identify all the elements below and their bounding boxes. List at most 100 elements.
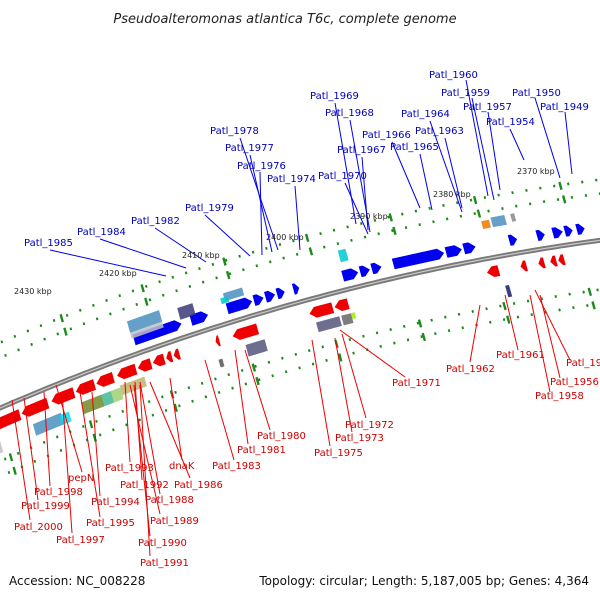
- tick-dot: [377, 232, 380, 236]
- tick-dot: [432, 220, 435, 224]
- tick-dot: [204, 395, 208, 399]
- tick-dot: [389, 328, 392, 332]
- tick-dot: [33, 459, 37, 463]
- tick-dot: [43, 337, 46, 341]
- major-tick: [561, 195, 567, 204]
- tick-dot: [542, 200, 546, 204]
- reverse-gene-arrow: [558, 254, 566, 266]
- feature-domain-box: [490, 215, 507, 228]
- tick-dot: [596, 288, 599, 292]
- tick-dot: [85, 438, 89, 442]
- forward-gene-arrow: [252, 294, 264, 306]
- tick-dot: [469, 198, 473, 202]
- tick-dot: [332, 228, 336, 232]
- tick-dot: [572, 306, 575, 310]
- forward-gene-arrow: [444, 245, 462, 258]
- reverse-gene-arrow: [173, 348, 181, 360]
- tick-dot: [447, 329, 451, 333]
- feature-domain-box: [130, 321, 164, 339]
- gene-label: Patl_1989: [150, 516, 199, 527]
- tick-dot: [16, 451, 20, 455]
- tick-dot: [198, 267, 201, 271]
- forward-gene-arrow: [507, 234, 518, 246]
- gene-label: Patl_1963: [415, 126, 464, 137]
- tick-dot: [240, 368, 244, 372]
- leader-line: [391, 141, 421, 209]
- feature-domain-box: [245, 339, 268, 357]
- feature-domain-box: [32, 412, 65, 436]
- leader-line: [334, 337, 353, 433]
- leader-line: [534, 289, 571, 361]
- gene-label: Patl_1982: [131, 216, 180, 227]
- feature-domain-box: [119, 376, 147, 396]
- leader-line: [49, 249, 167, 277]
- reverse-gene-arrow: [75, 379, 96, 395]
- tick-dot: [227, 373, 231, 377]
- gene-label: Patl_1955: [566, 358, 600, 369]
- tick-dot: [17, 348, 20, 352]
- tick-dot: [13, 334, 17, 338]
- major-tick: [392, 226, 397, 236]
- tick-dot: [278, 243, 282, 247]
- forward-gene-arrow: [462, 242, 476, 255]
- leader-line: [344, 182, 369, 235]
- forward-gene-arrow: [358, 265, 370, 278]
- label-leader-lines: [11, 79, 573, 557]
- gene-label: Patl_1974: [267, 174, 316, 185]
- feature-domain-box: [218, 358, 225, 368]
- tick-dot: [188, 284, 192, 288]
- tick-dot: [30, 342, 33, 346]
- major-tick: [140, 284, 145, 293]
- leader-line: [529, 294, 551, 393]
- feature-domain-box: [110, 387, 124, 403]
- forward-gene-arrow: [391, 248, 445, 270]
- forward-gene-arrow: [132, 320, 182, 346]
- tick-dot: [322, 245, 326, 249]
- tick-dot: [457, 312, 461, 316]
- tick-dot: [387, 215, 390, 219]
- tick-dot: [391, 229, 394, 233]
- reverse-gene-arrow: [152, 353, 166, 367]
- scale-label: 2390 kbp: [350, 212, 388, 221]
- reverse-gene-arrow: [487, 265, 501, 277]
- tick-dot: [321, 345, 325, 349]
- forward-gene-arrow: [535, 229, 545, 241]
- tick-dot: [352, 351, 355, 355]
- tick-dot: [268, 260, 272, 264]
- leader-line: [124, 381, 131, 463]
- tick-dot: [59, 448, 63, 452]
- leader-line: [509, 128, 525, 161]
- gene-label: Patl_1966: [362, 130, 411, 141]
- gene-label: Patl_1994: [91, 497, 140, 508]
- tick-dot: [402, 324, 406, 328]
- gene-label: Patl_1972: [345, 420, 394, 431]
- leader-line: [334, 102, 357, 225]
- tick-dot: [516, 315, 520, 319]
- tick-dot: [215, 276, 218, 280]
- tick-dot: [528, 202, 532, 206]
- tick-dot: [52, 318, 56, 322]
- tick-dot: [566, 182, 570, 186]
- feature-domain-box: [177, 303, 196, 320]
- tick-dot: [336, 242, 340, 246]
- tick-dot: [346, 225, 349, 229]
- tick-dot: [594, 178, 598, 182]
- tick-dot: [161, 293, 165, 297]
- tick-dot: [251, 250, 255, 254]
- leader-line: [23, 397, 39, 501]
- tick-dot: [200, 381, 204, 385]
- major-tick: [308, 247, 314, 256]
- tick-dot: [502, 318, 506, 322]
- leader-line: [55, 384, 83, 473]
- tick-dot: [461, 326, 465, 330]
- tick-dot: [497, 193, 500, 197]
- tick-dot: [122, 307, 125, 311]
- leader-line: [444, 137, 463, 209]
- tick-dot: [420, 335, 423, 339]
- tick-dot: [161, 395, 164, 399]
- reverse-gene-arrow: [334, 298, 350, 311]
- leader-line: [139, 381, 161, 495]
- tick-dot: [442, 203, 445, 207]
- tick-dot: [151, 413, 155, 417]
